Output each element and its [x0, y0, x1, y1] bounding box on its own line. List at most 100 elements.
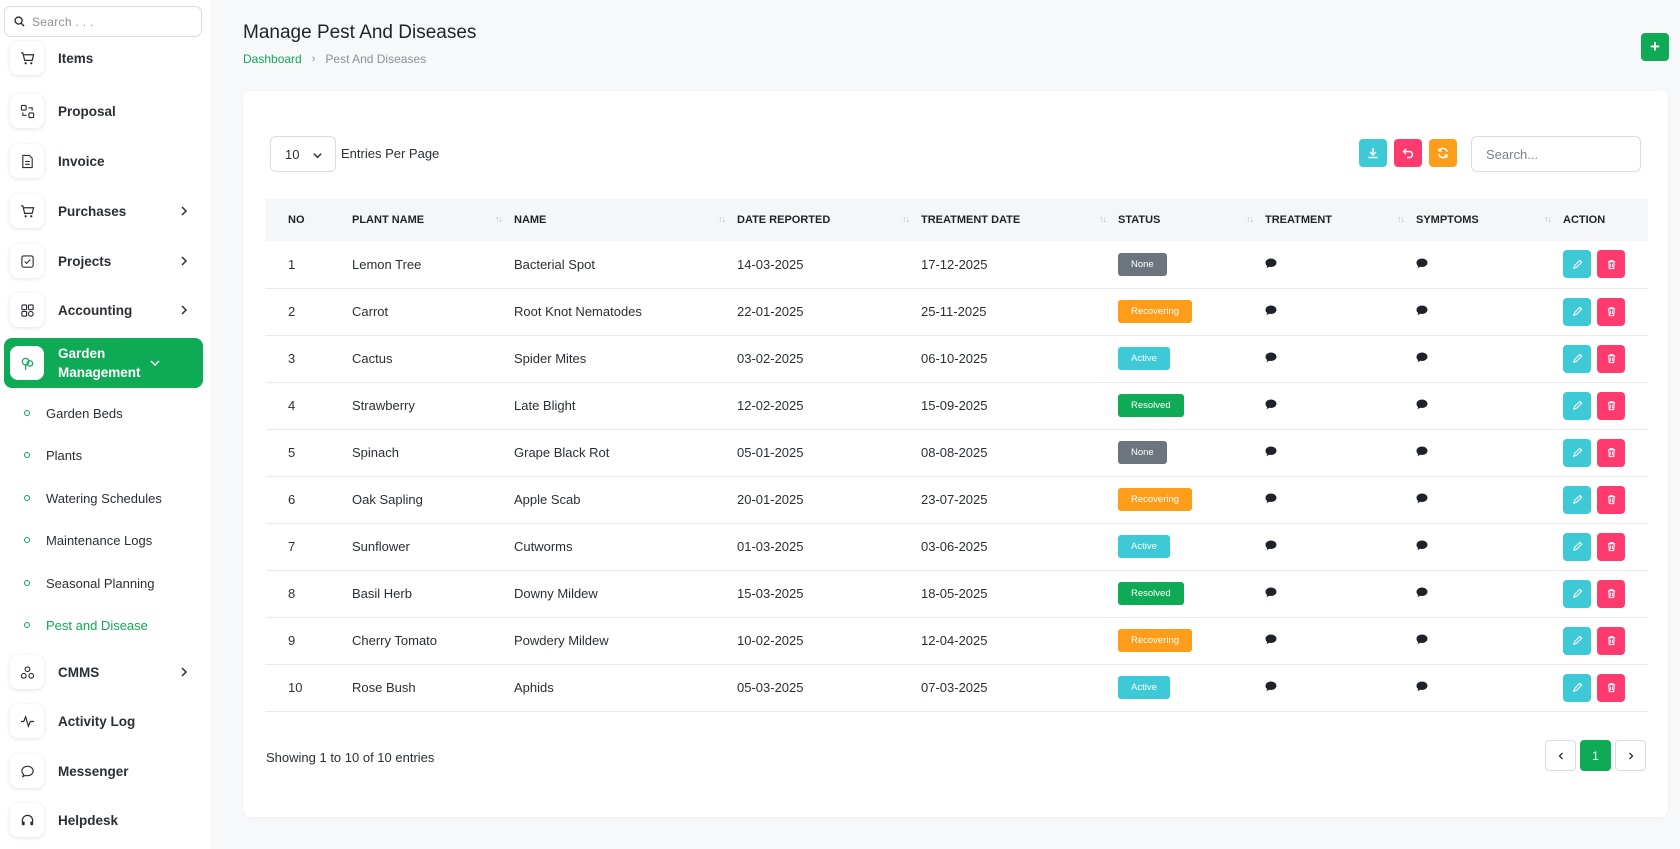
- delete-button[interactable]: [1597, 250, 1625, 279]
- comment-icon[interactable]: [1265, 351, 1277, 366]
- comment-icon[interactable]: [1265, 445, 1277, 460]
- delete-button[interactable]: [1597, 297, 1625, 326]
- column-header-status[interactable]: STATUS ↑↓: [1118, 199, 1265, 241]
- bullet-icon: [24, 580, 30, 586]
- delete-button[interactable]: [1597, 626, 1625, 655]
- reset-button[interactable]: [1394, 139, 1422, 167]
- column-header-symptoms[interactable]: SYMPTOMS ↑↓: [1416, 199, 1563, 241]
- comment-icon[interactable]: [1265, 398, 1277, 413]
- cell-treatment-date: 25-11-2025: [921, 304, 987, 319]
- pagination-page-button[interactable]: 1: [1580, 740, 1611, 771]
- cell-symptoms: [1416, 523, 1563, 570]
- comment-icon[interactable]: [1416, 445, 1428, 460]
- table-row: 1 Lemon Tree Bacterial Spot 14-03-2025 17-12…: [266, 241, 1648, 288]
- cell-symptoms: [1416, 382, 1563, 429]
- delete-button[interactable]: [1597, 673, 1625, 702]
- edit-button[interactable]: [1563, 438, 1591, 467]
- column-header-date-reported[interactable]: DATE REPORTED ↑↓: [737, 199, 921, 241]
- plant-icon: [10, 346, 44, 380]
- bullet-icon: [24, 537, 30, 543]
- comment-icon[interactable]: [1416, 351, 1428, 366]
- column-header-treatment-date[interactable]: TREATMENT DATE ↑↓: [921, 199, 1118, 241]
- edit-button[interactable]: [1563, 532, 1591, 561]
- sidebar-item-label: Items: [58, 50, 94, 66]
- cell-treatment-date: 08-08-2025: [921, 445, 988, 460]
- edit-button[interactable]: [1563, 297, 1591, 326]
- edit-button[interactable]: [1563, 250, 1591, 279]
- table-row: 4 Strawberry Late Blight 12-02-2025 15-09-20…: [266, 382, 1648, 429]
- edit-button[interactable]: [1563, 673, 1591, 702]
- comment-icon[interactable]: [1416, 304, 1428, 319]
- delete-button[interactable]: [1597, 579, 1625, 608]
- edit-button[interactable]: [1563, 626, 1591, 655]
- column-header-plant-name[interactable]: PLANT NAME ↑↓: [352, 199, 514, 241]
- comment-icon[interactable]: [1265, 680, 1277, 695]
- comment-icon[interactable]: [1416, 680, 1428, 695]
- comment-icon[interactable]: [1416, 586, 1428, 601]
- comment-icon[interactable]: [1416, 492, 1428, 507]
- delete-button[interactable]: [1597, 391, 1625, 420]
- refresh-button[interactable]: [1429, 139, 1457, 167]
- comment-icon[interactable]: [1265, 539, 1277, 554]
- sidebar-subitem-maintenance-logs[interactable]: Maintenance Logs: [24, 530, 152, 550]
- comment-icon[interactable]: [1265, 492, 1277, 507]
- sidebar-item-garden-management[interactable]: Garden Management: [4, 338, 203, 388]
- comment-icon[interactable]: [1265, 586, 1277, 601]
- sort-icon: ↑↓: [902, 214, 910, 224]
- edit-button[interactable]: [1563, 579, 1591, 608]
- sidebar-subitem-garden-beds[interactable]: Garden Beds: [24, 403, 123, 423]
- delete-button[interactable]: [1597, 344, 1625, 373]
- sidebar-item-cmms[interactable]: CMMS: [4, 650, 203, 694]
- sidebar-item-items[interactable]: Items: [4, 36, 203, 80]
- edit-button[interactable]: [1563, 344, 1591, 373]
- sidebar-subitem-plants[interactable]: Plants: [24, 445, 82, 465]
- sidebar-subitem-watering-schedules[interactable]: Watering Schedules: [24, 488, 162, 508]
- pagination-next-button[interactable]: [1615, 740, 1646, 771]
- cell-status: Active: [1118, 335, 1265, 382]
- edit-button[interactable]: [1563, 485, 1591, 514]
- comment-icon[interactable]: [1265, 257, 1277, 272]
- sidebar-subitem-seasonal-planning[interactable]: Seasonal Planning: [24, 573, 154, 593]
- column-header-no[interactable]: NO: [266, 199, 352, 241]
- comment-icon[interactable]: [1416, 257, 1428, 272]
- sidebar-item-helpdesk[interactable]: Helpdesk: [4, 798, 203, 842]
- sidebar-subitem-pest-and-disease[interactable]: Pest and Disease: [24, 615, 148, 635]
- sidebar-item-invoice[interactable]: Invoice: [4, 139, 203, 183]
- bullet-icon: [24, 410, 30, 416]
- entries-per-page-select[interactable]: 10: [270, 136, 336, 172]
- add-button[interactable]: +: [1641, 33, 1669, 61]
- table-search-input[interactable]: [1471, 136, 1641, 172]
- comment-icon[interactable]: [1416, 398, 1428, 413]
- comment-icon[interactable]: [1416, 633, 1428, 648]
- sidebar-item-proposal[interactable]: Proposal: [4, 89, 203, 133]
- pagination-prev-button[interactable]: [1545, 740, 1576, 771]
- delete-button[interactable]: [1597, 485, 1625, 514]
- delete-button[interactable]: [1597, 438, 1625, 467]
- column-header-treatment[interactable]: TREATMENT ↑↓: [1265, 199, 1416, 241]
- edit-button[interactable]: [1563, 391, 1591, 420]
- sidebar-item-projects[interactable]: Projects: [4, 239, 203, 283]
- column-header-label: NAME: [514, 214, 547, 226]
- breadcrumb-dashboard-link[interactable]: Dashboard: [243, 52, 302, 66]
- sidebar-item-activity-log[interactable]: Activity Log: [4, 699, 203, 743]
- sidebar-search-input[interactable]: Search . . .: [4, 6, 202, 37]
- sidebar-item-messenger[interactable]: Messenger: [4, 749, 203, 793]
- column-header-name[interactable]: NAME ↑↓: [514, 199, 737, 241]
- export-button[interactable]: [1359, 139, 1387, 167]
- invoice-icon: [10, 144, 44, 178]
- pencil-icon: [1572, 541, 1583, 552]
- sidebar-item-purchases[interactable]: Purchases: [4, 189, 203, 233]
- comment-icon[interactable]: [1265, 304, 1277, 319]
- cell-no: 4: [288, 398, 296, 413]
- comment-icon[interactable]: [1416, 539, 1428, 554]
- table-row: 8 Basil Herb Downy Mildew 15-03-2025 18-05-2…: [266, 570, 1648, 617]
- sidebar-search-placeholder: Search . . .: [32, 14, 94, 29]
- cell-name: Powdery Mildew: [514, 633, 609, 648]
- cell-symptoms: [1416, 476, 1563, 523]
- chevron-left-icon: [1558, 752, 1563, 759]
- comment-icon[interactable]: [1265, 633, 1277, 648]
- delete-button[interactable]: [1597, 532, 1625, 561]
- sidebar-item-accounting[interactable]: Accounting: [4, 288, 203, 332]
- headset-icon: [10, 803, 44, 837]
- cell-treatment: [1265, 523, 1416, 570]
